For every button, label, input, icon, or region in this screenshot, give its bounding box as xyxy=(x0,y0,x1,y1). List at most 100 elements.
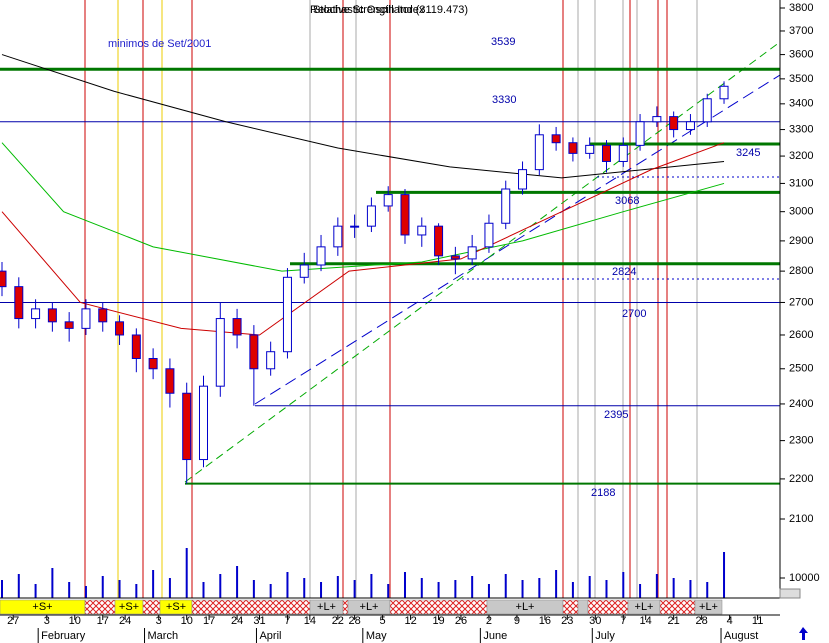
chart-title: Relative Strength Index xyxy=(310,4,425,16)
signal-label: +L+ xyxy=(635,601,654,613)
candle-body xyxy=(501,188,511,224)
month-label: August xyxy=(724,630,758,642)
candle-body xyxy=(484,222,494,248)
y-tick-label: 3400 xyxy=(789,98,813,110)
x-tick-label: 12 xyxy=(404,615,416,627)
y-tick-label: 2100 xyxy=(789,513,813,525)
level-label: 2395 xyxy=(604,409,628,421)
level-label: 3330 xyxy=(492,94,516,106)
candle-body xyxy=(148,357,158,370)
x-tick-label: 22 xyxy=(332,615,344,627)
level-label: 2188 xyxy=(591,487,615,499)
x-tick-label: 17 xyxy=(203,615,215,627)
plot-area xyxy=(0,41,780,598)
candle-body xyxy=(299,264,309,278)
y-tick-label: 2700 xyxy=(789,296,813,308)
candle-body xyxy=(383,194,393,207)
y-tick-label: 2900 xyxy=(789,235,813,247)
x-tick-label: 24 xyxy=(119,615,131,627)
volume-bar xyxy=(420,578,423,598)
candle-body xyxy=(14,286,24,320)
candle-body xyxy=(635,121,645,146)
volume-bar xyxy=(101,576,104,598)
x-tick-label: 14 xyxy=(640,615,652,627)
signal-segment xyxy=(191,599,311,615)
x-tick-label: 28 xyxy=(696,615,708,627)
volume-bar xyxy=(269,584,272,598)
volume-bar xyxy=(387,584,390,598)
x-tick-label: 7 xyxy=(620,615,626,627)
x-tick-label: 3 xyxy=(44,615,50,627)
y-tick-label: 2200 xyxy=(789,473,813,485)
candle-body xyxy=(333,225,343,248)
signal-label: +L+ xyxy=(516,601,535,613)
volume-bar xyxy=(723,552,726,598)
y-tick-label: 3000 xyxy=(789,206,813,218)
level-label: 3539 xyxy=(491,36,515,48)
volume-bar xyxy=(454,580,457,598)
trend-line xyxy=(254,74,780,405)
candle-body xyxy=(518,169,528,190)
candle-body xyxy=(669,116,679,131)
candle-body xyxy=(215,318,225,387)
candle-body xyxy=(98,308,108,323)
candle-body xyxy=(534,134,544,171)
volume-bar xyxy=(152,570,155,598)
x-tick-label: 24 xyxy=(231,615,243,627)
y-tick-label: 3700 xyxy=(789,25,813,37)
x-tick-label: 14 xyxy=(304,615,316,627)
volume-bar xyxy=(1,580,3,598)
volume-bar xyxy=(202,582,205,598)
volume-bar xyxy=(588,576,591,598)
signal-segment xyxy=(562,599,579,615)
candle-body xyxy=(417,225,427,236)
scroll-up-arrow[interactable] xyxy=(799,627,808,640)
candle-body xyxy=(350,225,360,228)
x-tick-label: 31 xyxy=(253,615,265,627)
moving-average xyxy=(1,142,725,336)
y-tick-label: 2800 xyxy=(789,265,813,277)
candle-body xyxy=(165,368,175,394)
x-tick-label: 3 xyxy=(156,615,162,627)
y-tick-label: 2400 xyxy=(789,398,813,410)
volume-bar xyxy=(219,574,222,598)
signal-segment xyxy=(389,599,488,615)
y-tick-label: 2500 xyxy=(789,363,813,375)
candle-body xyxy=(182,392,192,461)
signal-label: +S+ xyxy=(119,601,139,613)
candle-body xyxy=(719,85,729,100)
trend-line xyxy=(184,41,780,483)
candle-body xyxy=(467,246,477,260)
volume-bar xyxy=(437,582,440,598)
volume-bar xyxy=(17,574,20,598)
candle-body xyxy=(568,142,578,154)
signal-label: +S+ xyxy=(166,601,186,613)
volume-bar xyxy=(706,582,709,598)
month-label: June xyxy=(483,630,507,642)
volume-bar xyxy=(68,582,71,598)
month-label: March xyxy=(148,630,179,642)
volume-bar xyxy=(252,580,255,598)
x-tick-label: 5 xyxy=(380,615,386,627)
candle-body xyxy=(685,121,695,131)
level-label: 2824 xyxy=(612,266,636,278)
volume-bar xyxy=(504,574,507,598)
y-tick-label: 3800 xyxy=(789,2,813,14)
candle-body xyxy=(249,334,259,370)
signal-segment xyxy=(577,599,589,615)
scrollbar[interactable] xyxy=(779,588,801,599)
volume-bar xyxy=(353,580,356,598)
volume-bar xyxy=(622,572,625,598)
candle-body xyxy=(282,276,292,353)
month-label: July xyxy=(595,630,615,642)
month-label: February xyxy=(41,630,86,642)
candle-body xyxy=(652,116,662,123)
volume-bar xyxy=(655,574,658,598)
x-tick-label: 27 xyxy=(7,615,19,627)
candle-body xyxy=(31,308,41,320)
y-tick-label: 2300 xyxy=(789,435,813,447)
annotation: minimos de Set/2001 xyxy=(108,38,211,50)
volume-bar xyxy=(538,578,541,598)
candle-body xyxy=(0,270,7,288)
y-tick-label: 2600 xyxy=(789,329,813,341)
